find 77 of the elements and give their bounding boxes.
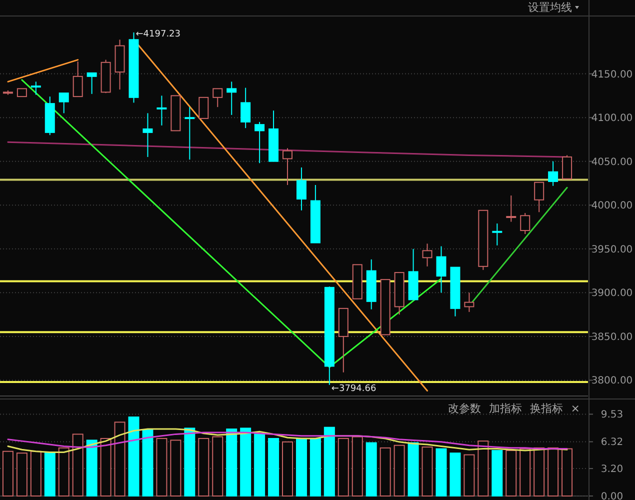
bar bbox=[72, 434, 84, 496]
candlestick bbox=[422, 243, 432, 267]
bar bbox=[548, 447, 559, 496]
candlestick bbox=[58, 92, 69, 114]
y-tick-label: 4050.00 bbox=[591, 156, 633, 168]
bar bbox=[142, 429, 154, 496]
y-tick-label: 3800.00 bbox=[591, 376, 633, 387]
y-tick-label: 4000.00 bbox=[591, 200, 633, 212]
y-tick-label: 4100.00 bbox=[591, 113, 633, 124]
bar bbox=[534, 447, 545, 496]
candlestick bbox=[30, 81, 41, 96]
bar bbox=[170, 440, 182, 496]
bar bbox=[184, 428, 196, 496]
bar bbox=[366, 442, 377, 496]
candlestick bbox=[114, 39, 125, 90]
candlestick bbox=[464, 292, 474, 312]
annotation: ←4197.23 bbox=[136, 29, 181, 40]
line-series bbox=[7, 141, 568, 158]
bar bbox=[296, 438, 307, 496]
bar bbox=[86, 440, 98, 496]
bar bbox=[380, 447, 391, 496]
candlestick bbox=[240, 87, 251, 129]
y-tick-label: 3850.00 bbox=[591, 332, 633, 343]
bar bbox=[450, 452, 461, 496]
bar bbox=[478, 440, 489, 496]
y-tick-label: 6.32 bbox=[600, 437, 624, 448]
candlestick bbox=[86, 72, 97, 94]
bar bbox=[422, 446, 433, 496]
bar bbox=[128, 416, 140, 496]
bar bbox=[240, 428, 252, 496]
y-tick-label: 9.53 bbox=[600, 410, 624, 421]
annotation: ←3794.66 bbox=[331, 384, 376, 394]
y-tick-label: 3950.00 bbox=[591, 244, 633, 256]
bar bbox=[44, 452, 56, 496]
candlestick bbox=[226, 81, 237, 116]
bar bbox=[464, 454, 475, 496]
candlestick bbox=[492, 223, 502, 246]
candlestick bbox=[436, 246, 446, 294]
candlestick bbox=[296, 166, 306, 211]
candlestick bbox=[254, 121, 265, 164]
bar bbox=[226, 428, 238, 496]
bar bbox=[16, 452, 28, 496]
bar bbox=[506, 450, 517, 496]
bar bbox=[212, 436, 224, 496]
y-tick-label: 3900.00 bbox=[591, 288, 633, 300]
bar bbox=[394, 444, 405, 496]
text: 设置均线 bbox=[528, 1, 572, 14]
candlestick bbox=[184, 106, 195, 160]
y-tick-label: 0.00 bbox=[600, 492, 624, 500]
bar bbox=[436, 448, 447, 496]
bar bbox=[338, 438, 349, 496]
bar bbox=[282, 441, 293, 496]
bar bbox=[254, 434, 266, 496]
bar bbox=[310, 438, 321, 496]
annotation: 换指标 bbox=[530, 402, 563, 415]
candlestick bbox=[142, 112, 153, 158]
candlestick bbox=[156, 95, 167, 126]
y-tick-label: 3.20 bbox=[600, 464, 624, 476]
annotation: 改参数 bbox=[448, 402, 481, 415]
candlestick bbox=[282, 148, 292, 186]
bar bbox=[520, 448, 531, 496]
bar bbox=[352, 436, 363, 496]
bar bbox=[492, 450, 503, 496]
bar bbox=[156, 438, 168, 496]
bar bbox=[58, 447, 70, 496]
annotation: 加指标 bbox=[488, 402, 522, 415]
bar bbox=[562, 448, 573, 496]
bar bbox=[408, 442, 419, 496]
bar bbox=[114, 422, 126, 496]
bar bbox=[198, 438, 210, 496]
y-tick-label: 4150.00 bbox=[591, 69, 633, 80]
bar bbox=[30, 450, 42, 496]
bar bbox=[324, 426, 335, 496]
candlestick bbox=[548, 160, 558, 186]
annotation: × bbox=[570, 402, 580, 415]
bar bbox=[268, 438, 280, 496]
bar bbox=[100, 438, 112, 496]
